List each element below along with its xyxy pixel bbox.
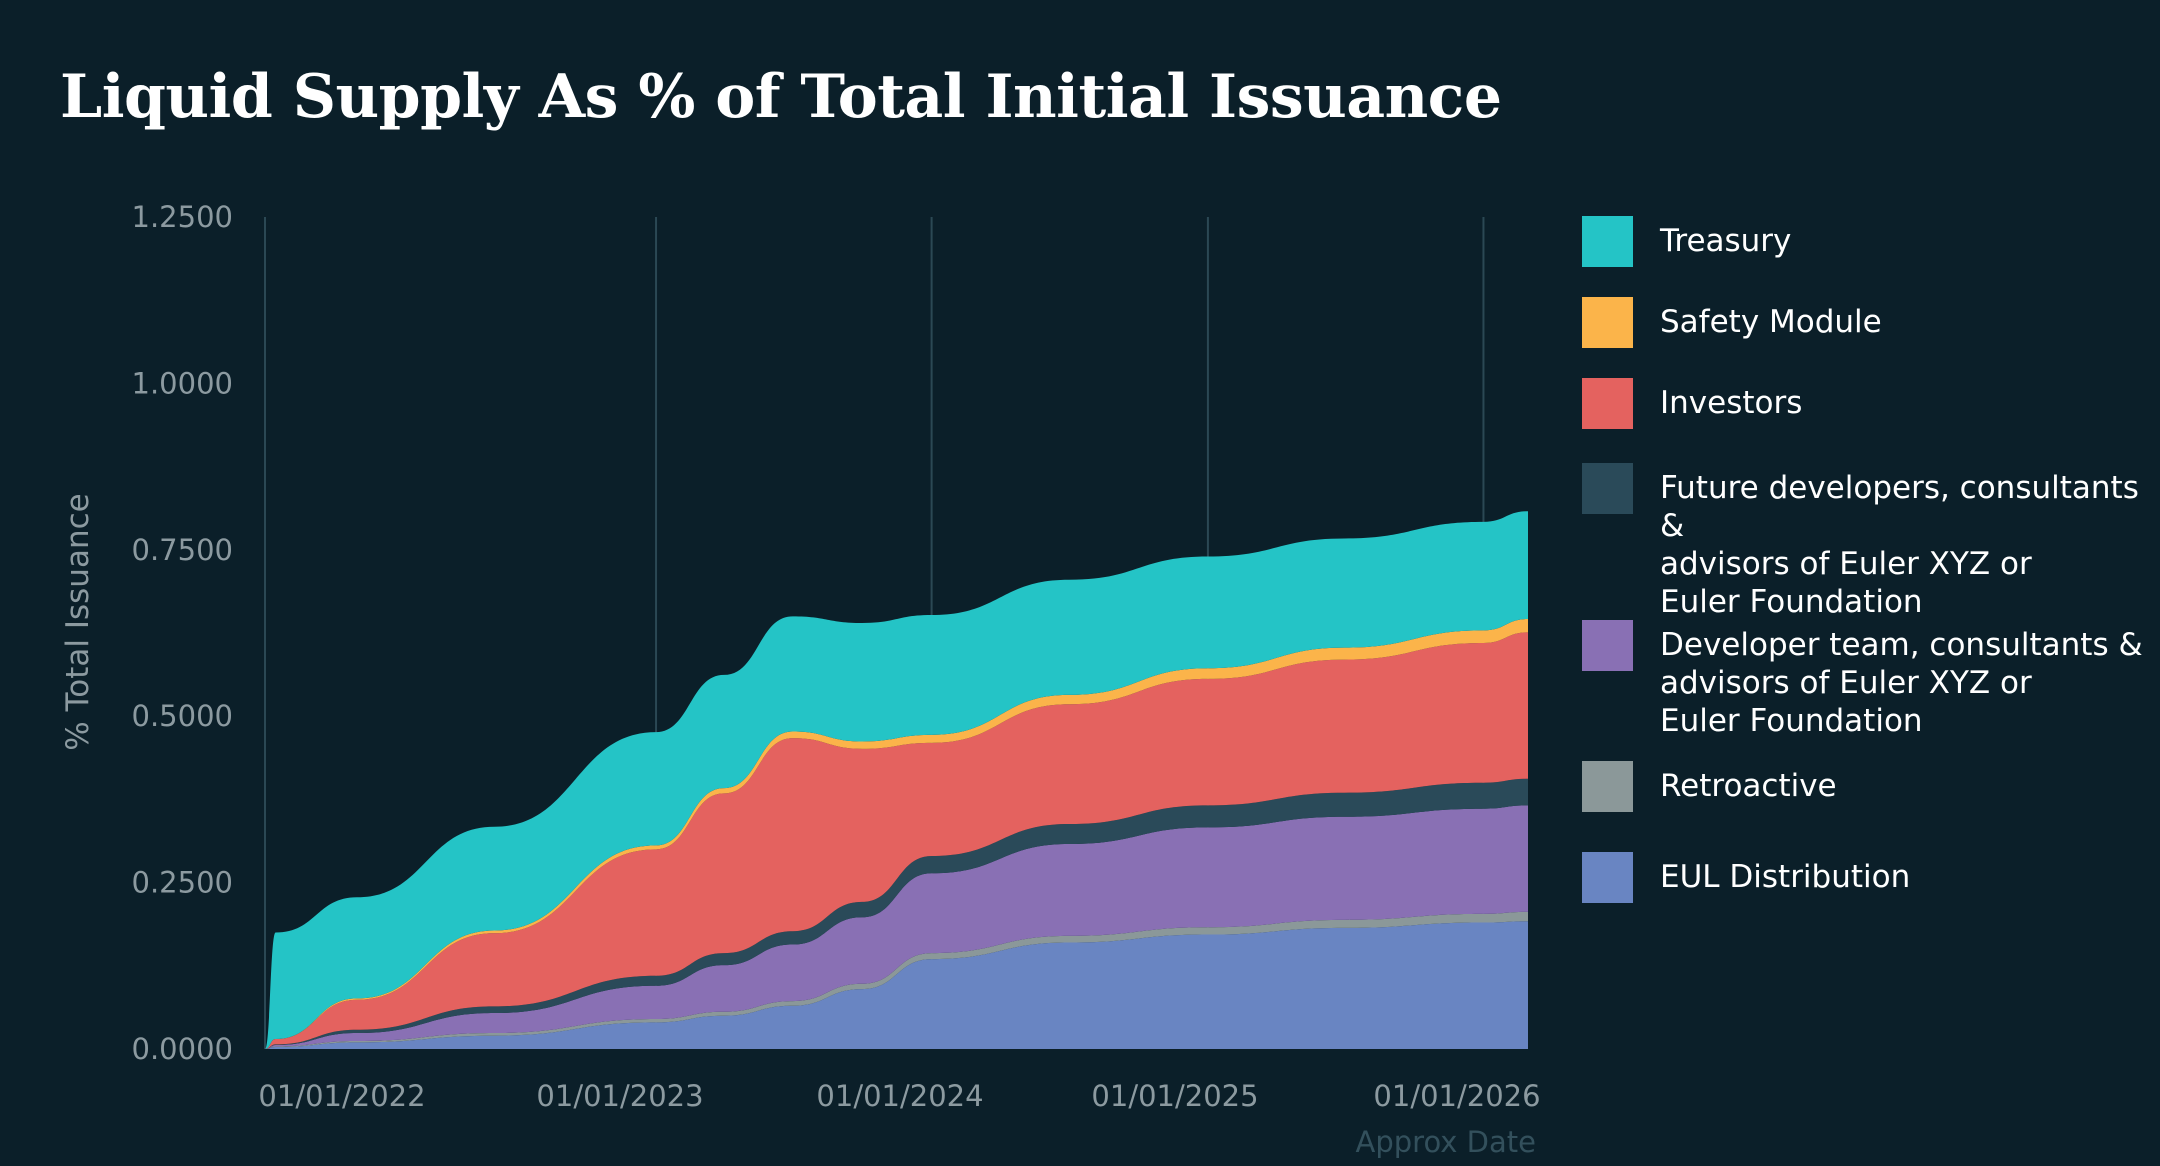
- y-tick-label: 0.2500: [132, 866, 233, 900]
- legend-item: EUL Distribution: [1582, 852, 2160, 903]
- legend-swatch: [1582, 378, 1633, 429]
- legend-label: Future developers, consultants & advisor…: [1660, 470, 2139, 620]
- legend-item: Investors: [1582, 378, 2160, 429]
- legend-swatch: [1582, 761, 1633, 812]
- area-eul-distribution: [265, 921, 1528, 1049]
- legend-label: Safety Module: [1660, 304, 1882, 340]
- legend-label: Investors: [1660, 385, 1803, 421]
- x-tick-label: 01/01/2024: [816, 1079, 983, 1113]
- legend-swatch: [1582, 297, 1633, 348]
- y-tick-label: 1.2500: [132, 200, 233, 234]
- area-developer-team-consultants-advisors-of-euler-xyz-or-euler-foundation: [265, 805, 1528, 1049]
- y-axis-title: % Total Issuance: [60, 493, 96, 750]
- legend-label: Retroactive: [1660, 768, 1837, 804]
- x-tick-label: 01/01/2022: [258, 1079, 425, 1113]
- legend-label: Treasury: [1660, 223, 1792, 259]
- legend-swatch: [1582, 620, 1633, 671]
- legend-item: Future developers, consultants & advisor…: [1582, 463, 2160, 620]
- x-tick-label: 01/01/2023: [536, 1079, 703, 1113]
- area-retroactive: [265, 911, 1528, 1049]
- x-tick-label: 01/01/2025: [1091, 1079, 1258, 1113]
- area-treasury: [265, 511, 1528, 1049]
- legend-swatch: [1582, 216, 1633, 267]
- legend-item: Safety Module: [1582, 297, 2160, 348]
- y-tick-label: 0.0000: [132, 1032, 233, 1066]
- x-axis-title: Approx Date: [1356, 1125, 1537, 1159]
- area-investors: [265, 632, 1528, 1049]
- y-tick-label: 1.0000: [132, 366, 233, 400]
- x-tick-label: 01/01/2026: [1373, 1079, 1540, 1113]
- legend-item: Retroactive: [1582, 761, 2160, 812]
- legend-label: Developer team, consultants & advisors o…: [1660, 627, 2143, 739]
- y-tick-label: 0.5000: [132, 699, 233, 733]
- legend-label: EUL Distribution: [1660, 859, 1911, 895]
- legend-item: Developer team, consultants & advisors o…: [1582, 620, 2160, 739]
- area-future-developers-consultants-advisors-of-euler-xyz-or-euler-foundation: [265, 778, 1528, 1049]
- legend-item: Treasury: [1582, 216, 2160, 267]
- legend-swatch: [1582, 463, 1633, 514]
- chart-title: Liquid Supply As % of Total Initial Issu…: [60, 62, 1502, 132]
- legend-swatch: [1582, 852, 1633, 903]
- y-tick-label: 0.7500: [132, 533, 233, 567]
